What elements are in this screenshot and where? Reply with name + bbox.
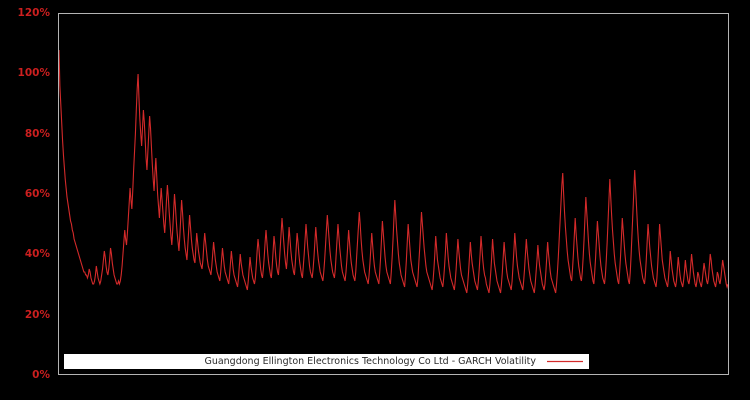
y-tick-label-20: 20% [24,308,50,321]
y-tick-label-0: 0% [32,369,50,381]
series-polyline [59,49,728,294]
plot-area [58,13,729,375]
y-tick-label-40: 40% [24,248,50,261]
garch-volatility-series [59,49,728,294]
y-tick-label-60: 60% [24,188,50,200]
y-tick-label-100: 100% [17,67,50,80]
legend-line-sample [546,355,584,368]
y-tick-label-80: 80% [24,127,50,140]
y-tick-label-120: 120% [17,7,50,19]
chart-legend: Guangdong Ellington Electronics Technolo… [64,354,589,369]
y-axis: 120% 100% 80% 60% 40% 20% 0% [0,0,58,400]
legend-label: Guangdong Ellington Electronics Technolo… [204,356,536,367]
